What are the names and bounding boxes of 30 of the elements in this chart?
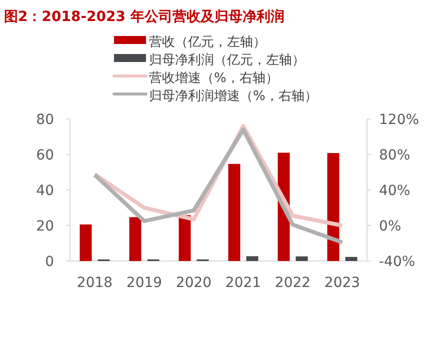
- bar: [80, 224, 92, 261]
- y-tick-label: 80: [36, 112, 54, 128]
- bar: [129, 217, 142, 261]
- y-tick-label: 0: [45, 254, 54, 270]
- y-tick-label: 40: [36, 183, 54, 199]
- bar: [228, 164, 240, 261]
- x-tick-label: 2020: [176, 275, 212, 291]
- y-tick-label: 60: [36, 148, 54, 164]
- legend-label: 营收（亿元，左轴）: [149, 35, 266, 50]
- y2-tick-label: 120%: [379, 112, 420, 128]
- bar: [327, 153, 340, 261]
- x-tick-label: 2019: [126, 275, 162, 291]
- y-tick-label: 20: [36, 218, 54, 234]
- y2-tick-label: 0%: [379, 218, 402, 234]
- bar: [296, 256, 308, 261]
- legend-label: 归母净利润增速（%，右轴）: [149, 89, 318, 104]
- y2-tick-label: 40%: [379, 183, 410, 199]
- x-tick-label: 2023: [324, 275, 360, 291]
- legend-label: 归母净利润（亿元，左轴）: [149, 53, 305, 68]
- bar: [246, 256, 258, 261]
- line-series: [92, 128, 344, 244]
- y2-tick-label: -40%: [379, 254, 416, 270]
- x-tick-label: 2018: [76, 275, 113, 291]
- legend-label: 营收增速（%，右轴）: [149, 71, 278, 86]
- y2-tick-label: 80%: [379, 148, 410, 164]
- x-tick-label: 2022: [274, 275, 311, 291]
- bar: [345, 256, 358, 261]
- chart-title: 图2：2018-2023 年公司营收及归母净利润: [4, 8, 284, 25]
- bar: [178, 215, 191, 261]
- x-tick-label: 2021: [225, 275, 262, 291]
